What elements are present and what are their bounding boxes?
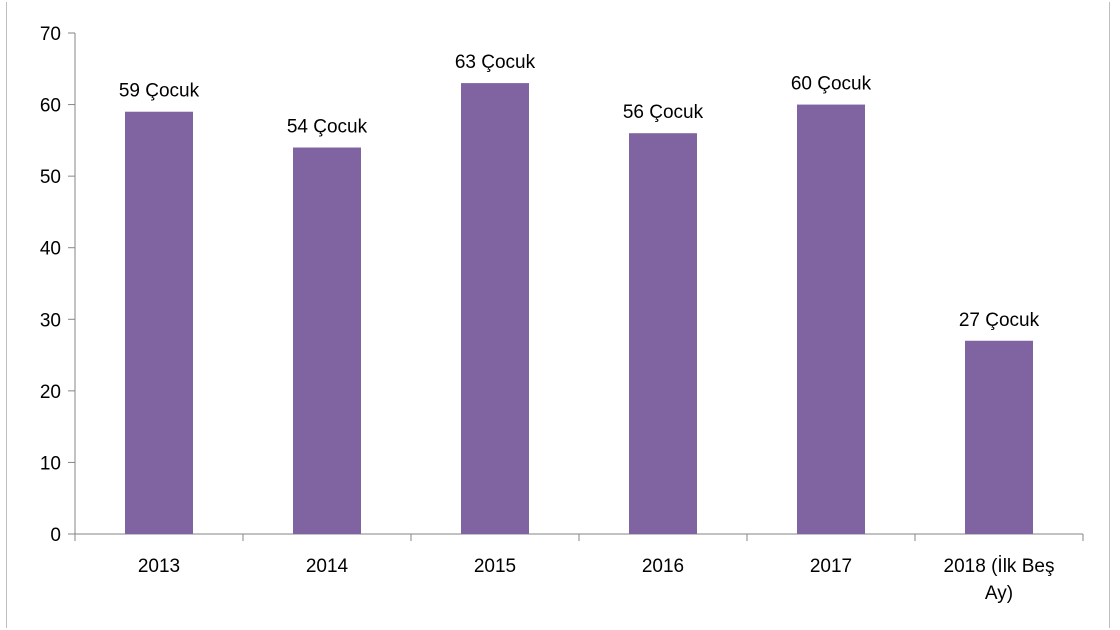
bars bbox=[125, 83, 1033, 535]
x-category-label: 2016 bbox=[642, 556, 684, 577]
bar bbox=[293, 147, 361, 534]
bar bbox=[965, 340, 1033, 534]
bar-data-label: 54 Çocuk bbox=[287, 117, 368, 138]
x-category-label: 2015 bbox=[474, 556, 516, 577]
x-category-label: 2017 bbox=[810, 556, 852, 577]
bar-data-label: 59 Çocuk bbox=[119, 81, 200, 102]
chart-frame bbox=[6, 2, 1110, 628]
x-category-label: 2018 (İlk Beş Ay) bbox=[944, 556, 1055, 604]
x-category-label: 2014 bbox=[306, 556, 349, 577]
bar bbox=[629, 133, 697, 534]
y-tick-label: 0 bbox=[50, 525, 61, 546]
y-tick-label: 30 bbox=[40, 310, 61, 331]
bar bbox=[797, 104, 865, 535]
y-tick-label: 50 bbox=[40, 167, 61, 188]
bar-data-label: 63 Çocuk bbox=[455, 52, 536, 73]
bar-data-label: 60 Çocuk bbox=[791, 74, 872, 95]
bar-data-label: 27 Çocuk bbox=[959, 310, 1040, 331]
bar-data-label: 56 Çocuk bbox=[623, 102, 704, 123]
y-tick-label: 60 bbox=[40, 96, 61, 117]
y-tick-label: 40 bbox=[40, 239, 61, 260]
data-labels: 59 Çocuk 54 Çocuk 63 Çocuk 56 Çocuk 60 Çocuk… bbox=[119, 52, 1040, 331]
x-axis: 2013 2014 2015 2016 2017 2018 (İlk Beş Ay) bbox=[74, 533, 1084, 604]
bar bbox=[461, 83, 529, 534]
y-axis: 0 10 20 30 40 50 60 70 bbox=[40, 24, 76, 546]
y-tick-label: 70 bbox=[40, 24, 61, 45]
y-tick-label: 10 bbox=[40, 453, 61, 474]
bar bbox=[125, 111, 193, 534]
x-category-label: 2013 bbox=[138, 556, 180, 577]
y-tick-label: 20 bbox=[40, 382, 61, 403]
